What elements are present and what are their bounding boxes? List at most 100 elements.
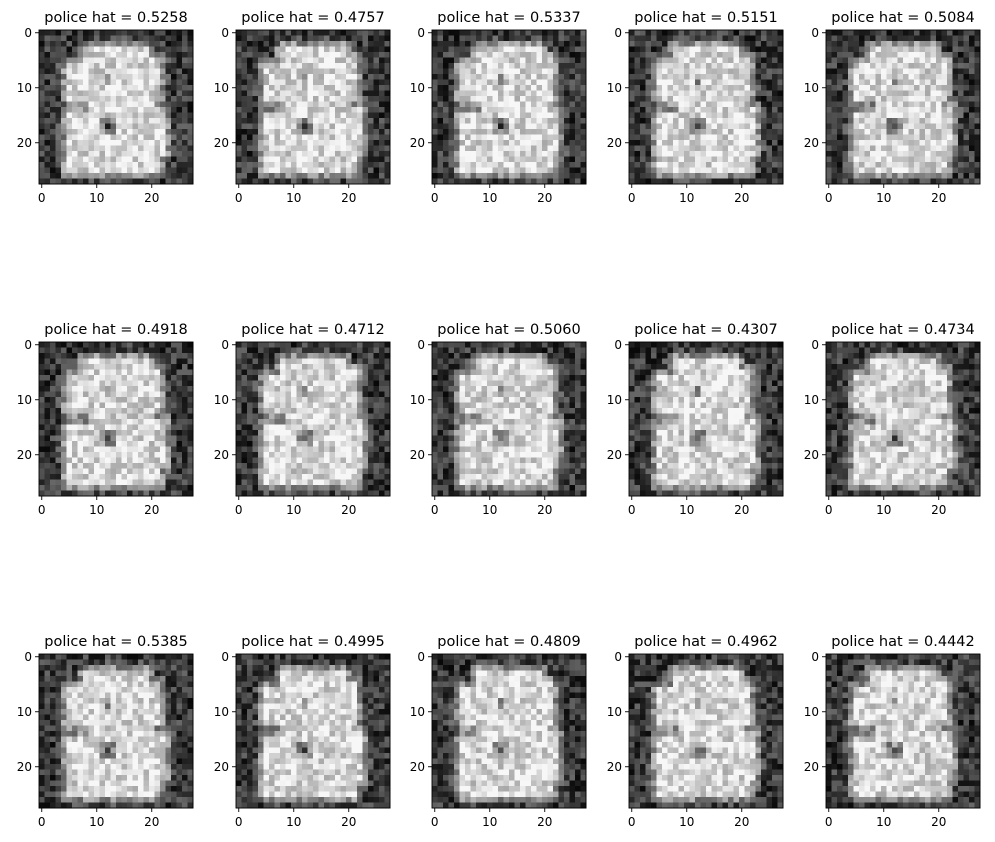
pixel-cell: [897, 151, 904, 157]
pixel-cell: [509, 140, 515, 146]
y-tick-label: 10: [17, 393, 32, 407]
pixel-cell: [116, 452, 122, 458]
pixel-cell: [739, 107, 745, 113]
pixel-cell: [831, 68, 838, 75]
pixel-cell: [864, 96, 871, 102]
pixel-cell: [269, 151, 275, 157]
pixel-cell: [252, 134, 259, 141]
pixel-cell: [165, 162, 172, 168]
pixel-cell: [296, 52, 303, 58]
pixel-cell: [689, 134, 696, 141]
pixel-cell: [864, 74, 871, 80]
pixel-cell: [903, 134, 909, 141]
pixel-cell: [766, 173, 773, 179]
pixel-cell: [481, 151, 488, 157]
pixel-cell: [777, 107, 784, 113]
x-tick-label: 10: [679, 191, 694, 205]
pixel-cell: [154, 112, 161, 119]
pixel-cell: [351, 101, 358, 108]
pixel-cell: [138, 178, 144, 185]
pixel-cell: [870, 123, 876, 130]
pixel-cell: [110, 173, 117, 179]
pixel-cell: [503, 96, 510, 102]
pixel-cell: [291, 369, 297, 376]
pixel-cell: [384, 118, 391, 124]
pixel-cell: [61, 52, 67, 58]
pixel-cell: [640, 52, 646, 58]
pixel-cell: [443, 107, 449, 113]
pixel-cell: [55, 30, 62, 36]
pixel-cell: [132, 468, 139, 475]
pixel-cell: [55, 101, 62, 108]
pixel-cell: [160, 380, 166, 387]
pixel-cell: [733, 129, 740, 135]
pixel-cell: [766, 96, 773, 102]
pixel-cell: [236, 96, 242, 102]
pixel-cell: [509, 68, 515, 75]
pixel-cell: [454, 35, 460, 42]
pixel-cell: [66, 375, 73, 381]
pixel-cell: [335, 112, 341, 119]
pixel-cell: [291, 41, 297, 47]
pixel-cell: [881, 79, 887, 86]
pixel-cell: [72, 441, 78, 447]
pixel-cell: [340, 74, 347, 80]
pixel-cell: [384, 167, 391, 174]
pixel-cell: [634, 129, 641, 135]
pixel-cell: [700, 46, 707, 53]
pixel-cell: [110, 353, 117, 359]
pixel-cell: [930, 173, 937, 179]
pixel-cell: [695, 35, 701, 42]
pixel-cell: [149, 145, 155, 152]
pixel-cell: [329, 41, 336, 47]
pixel-cell: [853, 68, 860, 75]
pixel-cell: [61, 63, 67, 69]
pixel-cell: [258, 173, 264, 179]
pixel-cell: [88, 57, 95, 64]
pixel-cell: [645, 85, 652, 91]
pixel-cell: [94, 358, 100, 365]
pixel-cell: [837, 167, 843, 174]
pixel-cell: [176, 101, 183, 108]
pixel-cell: [83, 96, 89, 102]
pixel-cell: [831, 134, 838, 141]
pixel-cell: [651, 79, 657, 86]
pixel-cell: [864, 118, 871, 124]
pixel-cell: [132, 123, 139, 130]
y-tick-label: 10: [804, 81, 819, 95]
pixel-cell: [892, 30, 898, 36]
pixel-cell: [346, 353, 352, 359]
pixel-cell: [700, 68, 707, 75]
pixel-cell: [481, 107, 488, 113]
pixel-cell: [733, 41, 740, 47]
pixel-cell: [903, 52, 909, 58]
pixel-cell: [831, 35, 838, 42]
pixel-cell: [925, 101, 931, 108]
pixel-cell: [826, 74, 832, 80]
pixel-cell: [437, 156, 444, 163]
pixel-cell: [176, 358, 183, 365]
pixel-cell: [149, 90, 155, 97]
pixel-cell: [842, 145, 849, 152]
pixel-cell: [121, 145, 128, 152]
pixel-cell: [55, 79, 62, 86]
pixel-cell: [750, 52, 756, 58]
pixel-cell: [296, 41, 303, 47]
pixel-cell: [667, 35, 674, 42]
pixel-cell: [886, 96, 893, 102]
pixel-cell: [132, 156, 139, 163]
pixel-cell: [706, 145, 712, 152]
pixel-cell: [154, 490, 161, 497]
pixel-cell: [127, 145, 133, 152]
pixel-cell: [640, 129, 646, 135]
pixel-cell: [88, 386, 95, 392]
pixel-cell: [384, 173, 391, 179]
pixel-cell: [154, 342, 161, 348]
pixel-cell: [492, 79, 499, 86]
axes-frame: [235, 29, 391, 185]
pixel-cell: [94, 151, 100, 157]
pixel-cell: [531, 46, 537, 53]
pixel-cell: [313, 369, 319, 376]
pixel-cell: [875, 173, 882, 179]
pixel-cell: [61, 68, 67, 75]
